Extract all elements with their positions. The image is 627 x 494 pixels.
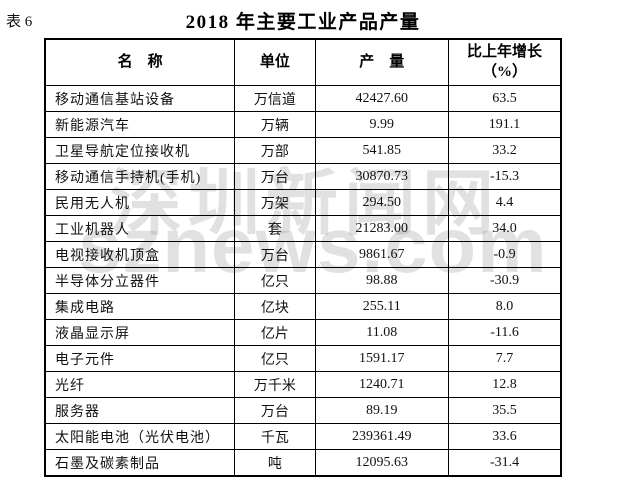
product-name-cell: 移动通信手持机(手机) [44,163,236,190]
table-row: 液晶显示屏 亿片 11.08 -11.6 [44,319,562,346]
table-row: 集成电路 亿块 255.11 8.0 [44,293,562,320]
industrial-output-table: 名 称 单位 产 量 比上年增长 （%） 移动通信基站设备 万信道 42427.60… [44,38,562,477]
growth-cell: 34.0 [448,215,562,242]
product-name-cell: 民用无人机 [44,189,236,216]
unit-cell: 吨 [234,449,316,477]
product-name-cell: 石墨及碳素制品 [44,449,236,477]
product-name-cell: 卫星导航定位接收机 [44,137,236,164]
growth-cell: -15.3 [448,163,562,190]
page-title: 2018 年主要工业产品产量 [185,12,421,33]
table-row: 移动通信手持机(手机) 万台 30870.73 -15.3 [44,163,562,190]
table-body: 移动通信基站设备 万信道 42427.60 63.5 新能源汽车 万辆 9.99 191.1 卫… [44,85,562,477]
unit-cell: 亿只 [234,345,316,372]
table-number-label: 表 6 [6,14,33,30]
output-cell: 1240.71 [314,371,450,398]
growth-cell: 7.7 [448,345,562,372]
product-name-cell: 半导体分立器件 [44,267,236,294]
output-cell: 42427.60 [314,85,450,112]
table-row: 工业机器人套 21283.00 34.0 [44,215,562,242]
growth-cell: 33.6 [448,423,562,450]
table-row: 移动通信基站设备 万信道 42427.60 63.5 [44,85,562,112]
unit-cell: 亿只 [234,267,316,294]
col-header-output: 产 量 [314,38,450,86]
table-row: 服务器 万台 89.19 35.5 [44,397,562,424]
table-row: 半导体分立器件 亿只 98.88 -30.9 [44,267,562,294]
unit-cell: 万信道 [234,85,316,112]
product-name-cell: 工业机器人 [44,215,236,242]
header-row: 名 称 单位 产 量 比上年增长 （%） [44,38,562,86]
unit-cell: 万架 [234,189,316,216]
output-cell: 239361.49 [314,423,450,450]
product-name-cell: 集成电路 [44,293,236,320]
table-row: 民用无人机 万架 294.50 4.4 [44,189,562,216]
product-name-cell: 新能源汽车 [44,111,236,138]
unit-cell: 万台 [234,163,316,190]
table-row: 新能源汽车 万辆 9.99 191.1 [44,111,562,138]
growth-cell: 4.4 [448,189,562,216]
output-cell: 30870.73 [314,163,450,190]
table-row: 卫星导航定位接收机 万部 541.85 33.2 [44,137,562,164]
col-header-unit: 单位 [234,38,316,86]
unit-cell: 万千米 [234,371,316,398]
unit-cell: 亿片 [234,319,316,346]
growth-cell: 33.2 [448,137,562,164]
col-header-growth: 比上年增长 （%） [448,38,562,86]
growth-cell: -31.4 [448,449,562,477]
output-cell: 255.11 [314,293,450,320]
table-row: 光纤 万千米 1240.71 12.8 [44,371,562,398]
col-header-growth-line2: （%） [482,63,528,80]
growth-cell: 35.5 [448,397,562,424]
output-cell: 98.88 [314,267,450,294]
product-name-cell: 电视接收机顶盒 [44,241,236,268]
product-name-cell: 光纤 [44,371,236,398]
table-row: 电子元件 亿只 1591.17 7.7 [44,345,562,372]
output-cell: 89.19 [314,397,450,424]
unit-cell: 万部 [234,137,316,164]
product-name-cell: 电子元件 [44,345,236,372]
unit-cell: 千瓦 [234,423,316,450]
output-cell: 1591.17 [314,345,450,372]
product-name-cell: 太阳能电池（光伏电池） [44,423,236,450]
unit-cell: 万台 [234,397,316,424]
unit-cell: 亿块 [234,293,316,320]
growth-cell: 63.5 [448,85,562,112]
product-name-cell: 移动通信基站设备 [44,85,236,112]
col-header-growth-line1: 比上年增长 [467,44,543,60]
growth-cell: -0.9 [448,241,562,268]
growth-cell: -11.6 [448,319,562,346]
growth-cell: 12.8 [448,371,562,398]
output-cell: 21283.00 [314,215,450,242]
table-row: 电视接收机顶盒 万台 9861.67 -0.9 [44,241,562,268]
output-cell: 9861.67 [314,241,450,268]
product-name-cell: 液晶显示屏 [44,319,236,346]
growth-cell: -30.9 [448,267,562,294]
unit-cell: 万台 [234,241,316,268]
unit-cell: 万辆 [234,111,316,138]
output-cell: 294.50 [314,189,450,216]
output-cell: 541.85 [314,137,450,164]
growth-cell: 8.0 [448,293,562,320]
output-cell: 12095.63 [314,449,450,477]
table-header: 名 称 单位 产 量 比上年增长 （%） [44,38,562,86]
product-name-cell: 服务器 [44,397,236,424]
output-cell: 11.08 [314,319,450,346]
table-row: 太阳能电池（光伏电池） 千瓦 239361.49 33.6 [44,423,562,450]
unit-cell: 套 [234,215,316,242]
table-row: 石墨及碳素制品吨 12095.63 -31.4 [44,449,562,477]
growth-cell: 191.1 [448,111,562,138]
col-header-name: 名 称 [44,38,236,86]
output-cell: 9.99 [314,111,450,138]
